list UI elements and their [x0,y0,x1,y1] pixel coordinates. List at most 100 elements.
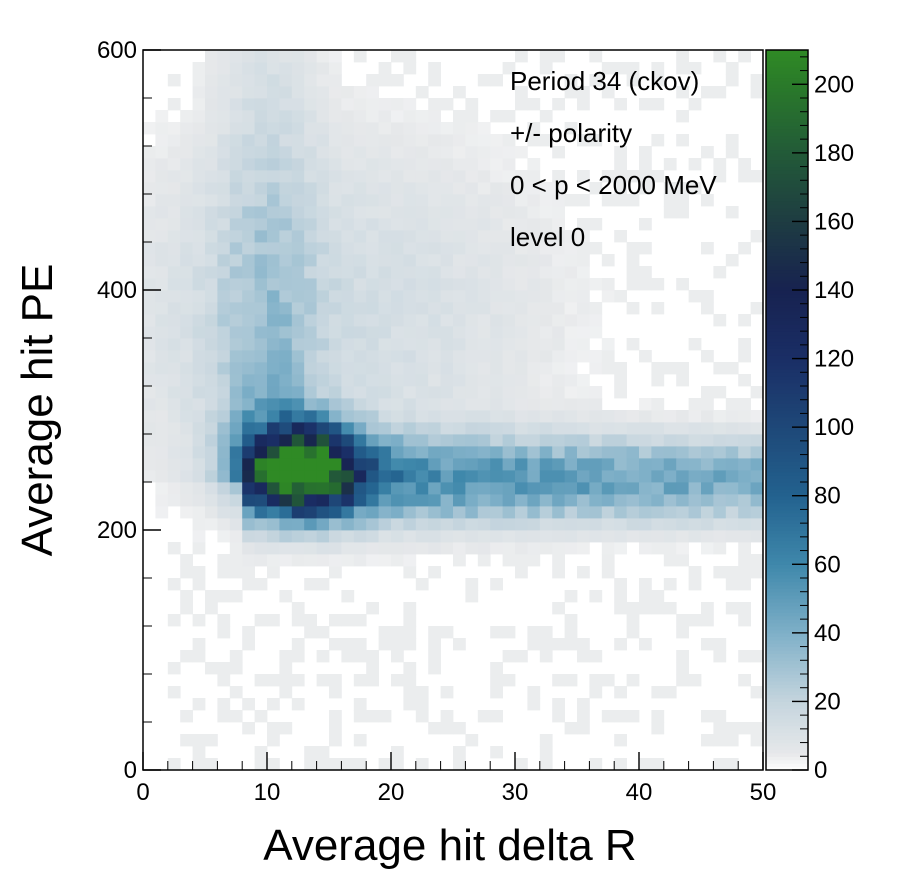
heatmap-cell [391,398,404,411]
heatmap-cell [539,290,553,303]
heatmap-cell [217,350,231,363]
heatmap-cell [217,230,231,243]
heatmap-cell [477,350,491,363]
heatmap-cell [316,410,330,423]
heatmap-cell [378,278,392,291]
heatmap-cell [242,302,255,315]
heatmap-cell [701,350,714,363]
heatmap-cell [428,98,441,111]
heatmap-cell [217,182,231,195]
heatmap-cell [552,206,565,219]
heatmap-cell [577,218,590,231]
heatmap-cell [502,194,516,207]
heatmap-cell [601,554,615,567]
heatmap-cell [229,266,243,279]
heatmap-cell [143,194,156,207]
heatmap-cell [205,290,218,303]
heatmap-cell [601,62,615,75]
heatmap-cell [267,386,280,399]
heatmap-cell [192,314,206,327]
heatmap-cell [391,326,404,339]
heatmap-cell [614,374,627,387]
heatmap-cell [502,206,516,219]
colorbar-segment [766,427,808,432]
heatmap-cell [750,434,764,447]
heatmap-cell [750,74,764,87]
z-tick-label: 0 [814,757,827,784]
heatmap-cell [539,386,553,399]
heatmap-cell [341,182,355,195]
heatmap-cell [192,386,206,399]
heatmap-cell [341,530,355,543]
heatmap-cell [453,554,466,567]
heatmap-cell [676,110,689,123]
heatmap-cell [539,434,553,447]
heatmap-cell [564,386,578,399]
heatmap-cell [155,134,169,147]
heatmap-cell [626,518,640,531]
heatmap-cell [663,362,677,375]
heatmap-cell [316,554,330,567]
heatmap-cell [440,254,454,267]
heatmap-cell [329,122,342,135]
heatmap-cell [329,74,342,87]
heatmap-cell [465,230,479,243]
colorbar-segment [766,70,808,75]
heatmap-cell [167,242,181,255]
heatmap-cell [180,230,193,243]
heatmap-cell [428,662,441,675]
heatmap-cell [316,86,330,99]
heatmap-cell [502,170,516,183]
z-tick-label: 120 [814,346,854,373]
heatmap-cell [180,182,193,195]
heatmap-cell [391,218,404,231]
heatmap-cell [143,254,156,267]
heatmap-cell [353,170,367,183]
heatmap-cell [353,710,367,723]
heatmap-cell [614,758,627,771]
heatmap-cell [688,518,702,531]
heatmap-cell [291,182,305,195]
heatmap-cell [403,602,417,615]
heatmap-cell [391,278,404,291]
heatmap-cell [539,206,553,219]
heatmap-cell [750,734,764,747]
colorbar-segment [766,680,808,685]
heatmap-cell [440,278,454,291]
heatmap-cell [490,626,503,639]
heatmap-cell [254,170,268,183]
colorbar-segment [766,557,808,562]
heatmap-cell [316,386,330,399]
heatmap-cell [316,578,330,591]
heatmap-cell [477,326,491,339]
colorbar-segment [766,115,808,120]
heatmap-cell [366,410,379,423]
heatmap-cell [465,134,479,147]
heatmap-cell [217,446,231,459]
heatmap-cell [626,614,640,627]
heatmap-cell [601,362,615,375]
heatmap-cell [539,506,553,519]
heatmap-cell [415,326,429,339]
heatmap-cell [738,458,751,471]
heatmap-cell [353,350,367,363]
heatmap-cell [663,434,677,447]
heatmap-cell [267,110,280,123]
heatmap-cell [167,434,181,447]
heatmap-cell [527,290,541,303]
heatmap-cell [539,446,553,459]
colorbar-segment [766,375,808,380]
heatmap-cell [229,494,243,507]
heatmap-cell [515,434,528,447]
heatmap-cell [242,422,255,435]
heatmap-cell [440,182,454,195]
colorbar-segment [766,550,808,555]
heatmap-cell [205,98,218,111]
heatmap-cell [267,494,280,507]
heatmap-cell [217,698,231,711]
heatmap-cell [440,206,454,219]
heatmap-cell [316,254,330,267]
heatmap-cell [701,434,714,447]
heatmap-cell [552,518,565,531]
